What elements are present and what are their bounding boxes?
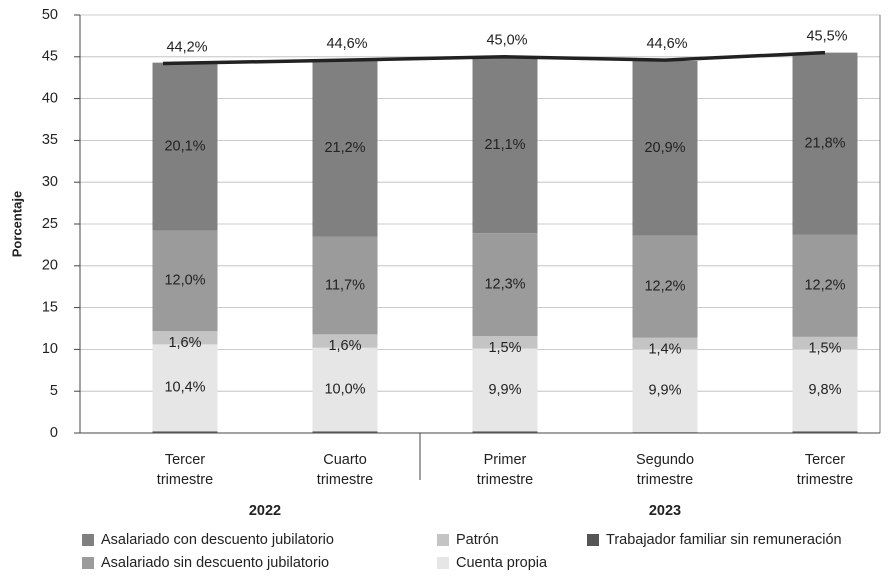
- bar-segment: [152, 331, 218, 345]
- line-value-label: 45,0%: [486, 33, 527, 49]
- bar-segment: [152, 344, 218, 432]
- legend-label: Asalariado con descuento jubilatorio: [101, 532, 334, 548]
- y-tick-label: 25: [42, 216, 58, 232]
- bar-segment: [312, 236, 378, 335]
- y-axis-label: Porcentaje: [9, 191, 24, 257]
- bar-segment: [472, 348, 538, 432]
- y-tick-label: 45: [42, 49, 58, 65]
- value-label: 11,7%: [325, 277, 365, 293]
- bar-segment: [312, 431, 378, 433]
- x-tick-label: Primer: [484, 452, 527, 468]
- value-label: 12,2%: [804, 278, 845, 294]
- legend-label: Trabajador familiar sin remuneración: [606, 532, 842, 548]
- value-label: 1,4%: [648, 342, 681, 358]
- group-label: 2022: [249, 503, 281, 519]
- bar-segment: [632, 235, 698, 338]
- bar-segment: [632, 337, 698, 350]
- total-line: [162, 50, 826, 66]
- x-tick-label: trimestre: [797, 472, 853, 488]
- value-label: 12,2%: [644, 279, 685, 295]
- legend-label: Asalariado sin descuento jubilatorio: [101, 555, 329, 571]
- legend-swatch: [82, 557, 94, 569]
- line-value-label: 45,5%: [806, 28, 847, 44]
- bar-segment: [312, 334, 378, 348]
- value-label: 10,0%: [324, 381, 365, 397]
- bar-segment: [792, 349, 858, 432]
- x-tick-label: trimestre: [317, 472, 373, 488]
- legend-label: Patrón: [456, 532, 499, 548]
- y-tick-label: 15: [42, 299, 58, 315]
- bar-segment: [792, 52, 858, 235]
- value-label: 20,1%: [164, 138, 205, 154]
- bar-segment: [632, 60, 698, 236]
- x-tick-label: Tercer: [805, 452, 845, 468]
- value-label: 1,6%: [328, 338, 361, 354]
- value-label: 1,5%: [488, 340, 521, 356]
- legend-swatch: [587, 534, 599, 546]
- y-tick-label: 10: [42, 341, 58, 357]
- line-value-label: 44,6%: [326, 36, 367, 52]
- x-tick-label: Tercer: [165, 452, 205, 468]
- x-tick-label: trimestre: [477, 472, 533, 488]
- bar-segment: [152, 62, 218, 231]
- legend-swatch: [437, 534, 449, 546]
- y-tick-label: 5: [50, 383, 58, 399]
- x-tick-label: Cuarto: [323, 452, 367, 468]
- bar-segment: [472, 233, 538, 337]
- y-tick-label: 35: [42, 132, 58, 148]
- bar-segment: [472, 56, 538, 234]
- value-label: 9,9%: [648, 383, 681, 399]
- value-label: 1,5%: [808, 341, 841, 357]
- bar-segment: [152, 230, 218, 332]
- y-tick-label: 0: [50, 425, 58, 441]
- x-tick-label: Segundo: [636, 452, 694, 468]
- value-label: 9,8%: [808, 382, 841, 398]
- y-tick-label: 40: [42, 90, 58, 106]
- x-tick-label: trimestre: [157, 472, 213, 488]
- legend-label: Cuenta propia: [456, 555, 548, 571]
- value-label: 12,3%: [484, 276, 525, 292]
- bar-segment: [152, 431, 218, 433]
- bar-segment: [792, 336, 858, 350]
- legend-swatch: [437, 557, 449, 569]
- line-value-label: 44,6%: [646, 36, 687, 52]
- value-label: 10,4%: [164, 380, 205, 396]
- y-tick-label: 20: [42, 258, 58, 274]
- line-value-label: 44,2%: [166, 39, 207, 55]
- bar-segment: [792, 234, 858, 337]
- value-label: 21,8%: [804, 136, 845, 152]
- value-label: 1,6%: [168, 335, 201, 351]
- value-label: 20,9%: [644, 140, 685, 156]
- value-label: 21,1%: [484, 137, 525, 153]
- legend-swatch: [82, 534, 94, 546]
- bar-segment: [632, 349, 698, 433]
- value-label: 9,9%: [488, 382, 521, 398]
- value-label: 12,0%: [164, 273, 205, 289]
- y-tick-label: 30: [42, 174, 58, 190]
- bar-segment: [632, 432, 698, 433]
- group-label: 2023: [649, 503, 681, 519]
- bar-segment: [472, 431, 538, 433]
- x-tick-label: trimestre: [637, 472, 693, 488]
- value-label: 21,2%: [324, 140, 365, 156]
- y-tick-label: 50: [42, 7, 58, 23]
- bar-segment: [472, 336, 538, 349]
- bar-segment: [312, 347, 378, 432]
- bar-segment: [312, 59, 378, 237]
- bar-segment: [792, 431, 858, 433]
